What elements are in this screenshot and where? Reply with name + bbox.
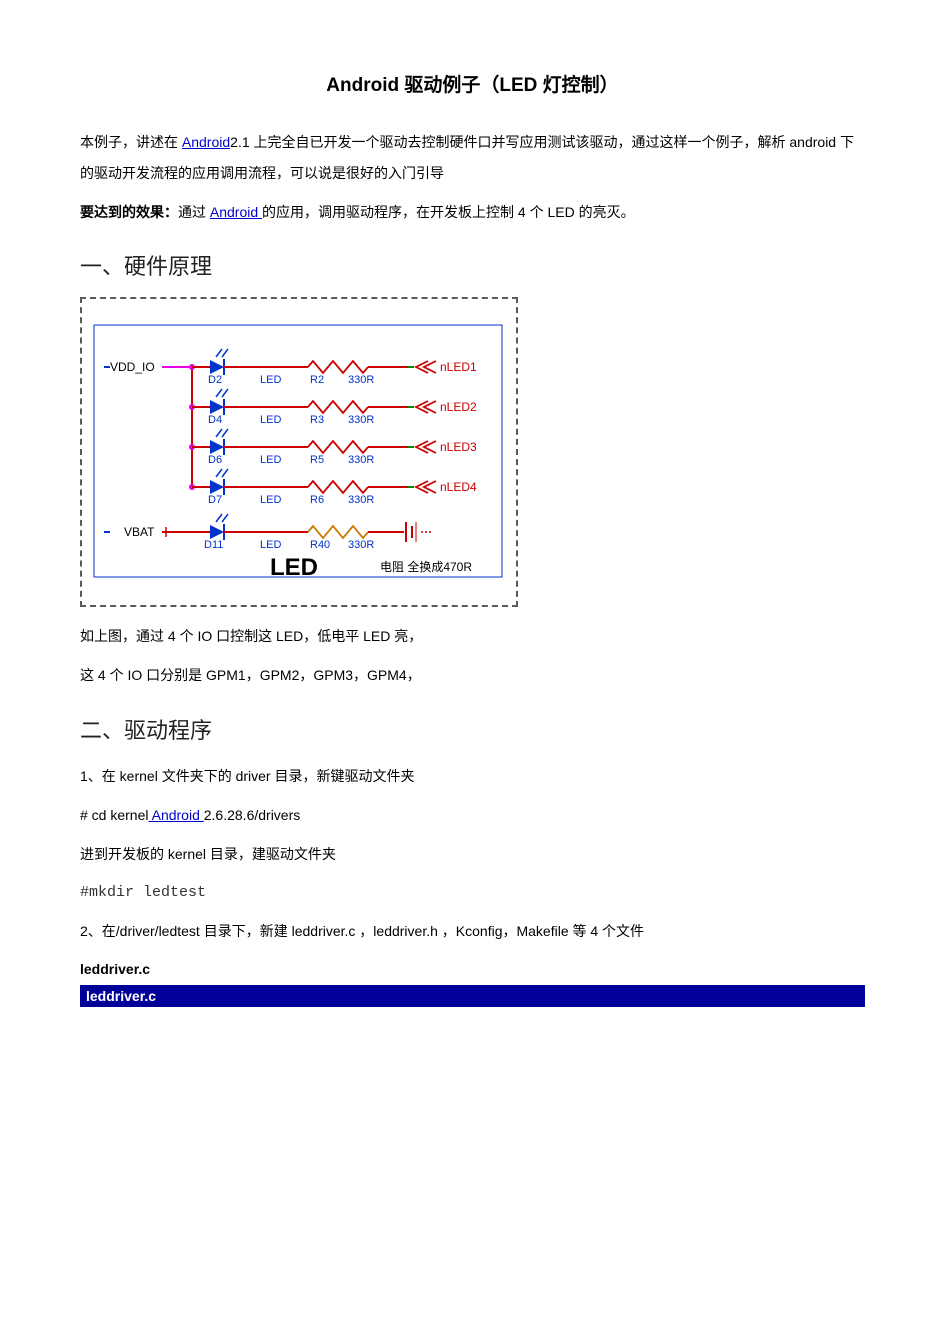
svg-text:R2: R2 [310,374,324,386]
link-android-3[interactable]: Android [148,807,203,823]
svg-text:D4: D4 [208,414,222,426]
cmd-2: #mkdir ledtest [80,884,865,901]
cmd1-rest: 2.6.28.6/drivers [204,807,301,823]
svg-text:VDD_IO: VDD_IO [110,360,155,374]
link-android-2[interactable]: Android [210,204,262,220]
file-label: leddriver.c [80,961,865,977]
svg-text:LED: LED [260,454,281,466]
diagram-svg: VDD_IO D2 LED R2 330R nLED1 D4 LED R3 330R nLED2 D6… [90,307,508,597]
page-title: Android 驱动例子（LED 灯控制） [80,70,865,97]
after-diag-1: 如上图，通过 4 个 IO 口控制这 LED，低电平 LED 亮， [80,621,865,652]
svg-text:D7: D7 [208,494,222,506]
step-1b: 进到开发板的 kernel 目录，建驱动文件夹 [80,839,865,870]
effect-rest: 的应用，调用驱动程序，在开发板上控制 4 个 LED 的亮灭。 [262,204,635,220]
svg-text:R6: R6 [310,494,324,506]
after-diag-2: 这 4 个 IO 口分别是 GPM1，GPM2，GPM3，GPM4， [80,660,865,691]
svg-text:R3: R3 [310,414,324,426]
svg-text:电阻 全换成470R: 电阻 全换成470R [380,559,472,574]
svg-text:nLED3: nLED3 [440,440,477,454]
heading-driver: 二、驱动程序 [80,713,865,745]
svg-text:nLED1: nLED1 [440,360,477,374]
svg-text:R5: R5 [310,454,324,466]
intro-prefix: 本例子，讲述在 [80,134,182,150]
svg-text:D2: D2 [208,374,222,386]
link-android-1[interactable]: Android [182,134,230,150]
svg-text:LED: LED [260,539,281,551]
effect-prefix: 通过 [178,204,210,220]
cmd-1: # cd kernel Android 2.6.28.6/drivers [80,800,865,831]
svg-text:nLED4: nLED4 [440,480,477,494]
heading-hardware: 一、硬件原理 [80,249,865,281]
cmd1-prefix: # cd kernel [80,807,148,823]
effect-paragraph: 要达到的效果：通过 Android 的应用，调用驱动程序，在开发板上控制 4 个… [80,197,865,228]
svg-text:VBAT: VBAT [124,525,155,539]
svg-text:LED: LED [260,414,281,426]
svg-text:LED: LED [270,554,318,581]
effect-label: 要达到的效果： [80,204,178,220]
svg-text:D11: D11 [204,539,223,551]
code-title-bar: leddriver.c [80,985,865,1007]
svg-text:330R: 330R [348,454,374,466]
circuit-diagram: VDD_IO D2 LED R2 330R nLED1 D4 LED R3 330R nLED2 D6… [80,297,518,607]
svg-text:330R: 330R [348,414,374,426]
svg-text:LED: LED [260,374,281,386]
step-2: 2、在/driver/ledtest 目录下，新建 leddriver.c ，l… [80,916,865,947]
intro-paragraph: 本例子，讲述在 Android2.1 上完全自已开发一个驱动去控制硬件口并写应用… [80,127,865,189]
svg-text:R40: R40 [310,539,330,551]
svg-text:D6: D6 [208,454,222,466]
svg-text:330R: 330R [348,374,374,386]
svg-text:330R: 330R [348,539,374,551]
svg-text:330R: 330R [348,494,374,506]
svg-text:LED: LED [260,494,281,506]
step-1: 1、在 kernel 文件夹下的 driver 目录，新键驱动文件夹 [80,761,865,792]
svg-text:nLED2: nLED2 [440,400,477,414]
